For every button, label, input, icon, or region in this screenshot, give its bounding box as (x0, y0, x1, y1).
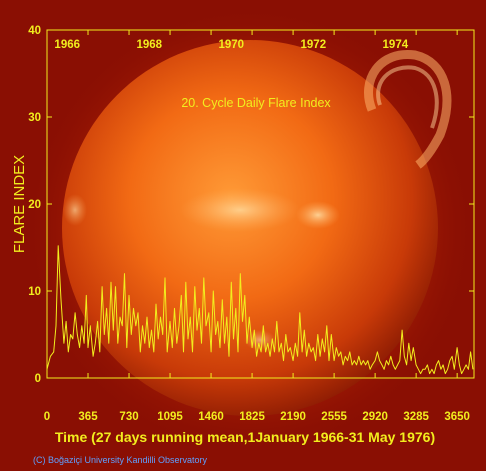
flare-index-series-line (46, 245, 474, 375)
year-label: 1970 (218, 39, 244, 51)
x-tick-label: 1095 (157, 411, 183, 423)
x-tick-label: 365 (78, 411, 98, 423)
x-tick-label: 2920 (362, 411, 388, 423)
year-label: 1972 (301, 39, 327, 51)
y-tick-label: 20 (28, 199, 41, 211)
x-tick-label: 730 (119, 411, 138, 423)
x-tick-label: 3650 (444, 411, 470, 423)
x-tick-label: 2555 (321, 411, 347, 423)
y-tick-label: 0 (35, 373, 41, 385)
x-tick-label: 2190 (280, 411, 306, 423)
sun-background-image (25, 5, 475, 455)
x-tick-label: 3285 (403, 411, 429, 423)
x-axis-label: Time (27 days running mean,1January 1966… (55, 429, 435, 445)
year-labels: 1966 1968 1970 1972 1974 (54, 39, 408, 51)
x-tick-label: 1460 (198, 411, 224, 423)
x-tick-label: 1825 (239, 411, 265, 423)
y-axis-ticks: 0 10 20 30 40 (28, 25, 474, 385)
year-label: 1966 (54, 39, 80, 51)
series-group (46, 245, 474, 375)
y-tick-label: 30 (28, 112, 41, 124)
credit-text: (C) Boğaziçi University Kandilli Observa… (33, 455, 208, 465)
y-tick-label: 10 (28, 286, 41, 298)
y-axis-label: FLARE INDEX (11, 155, 28, 253)
x-axis-ticks: 0 365 730 1095 1460 1825 2190 2555 2920 3285 3650 (44, 30, 470, 423)
y-tick-label: 40 (28, 25, 41, 37)
x-tick-label: 0 (44, 411, 50, 423)
chart-title: 20. Cycle Daily Flare Index (181, 96, 331, 110)
year-label: 1968 (136, 39, 162, 51)
year-label: 1974 (383, 39, 409, 51)
